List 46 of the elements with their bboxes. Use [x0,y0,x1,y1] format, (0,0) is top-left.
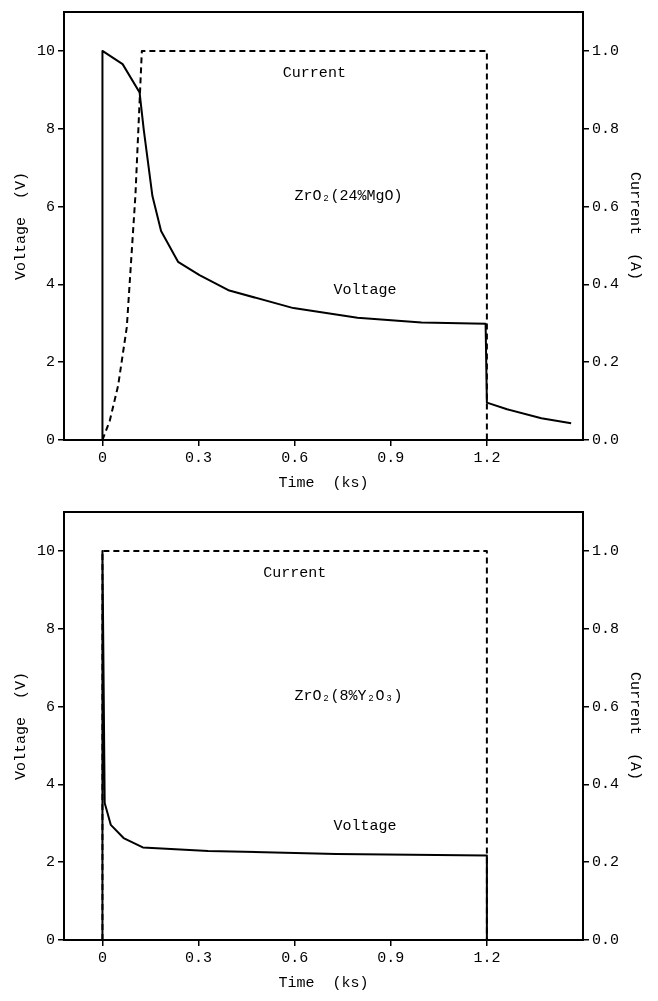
x-tick-label: 0 [97,449,107,467]
y-tick-label: 2 [45,854,55,872]
series-label: Current [282,64,346,82]
y2-tick-label: 0.6 [592,198,620,216]
x-tick-label: 1.2 [473,449,501,467]
y2-tick-label: 0.4 [592,776,620,794]
x-tick-label: 1.2 [473,949,501,967]
series-label: Current [263,564,327,582]
y-tick-label: 10 [36,42,55,60]
y2-tick-label: 0.2 [592,854,620,872]
x-tick-label: 0.6 [281,449,309,467]
y-tick-label: 8 [45,120,55,138]
y-tick-label: 10 [36,542,55,560]
y2-axis-title: Current (A) [626,171,644,281]
annotation: ZrO₂(24%MgO) [294,188,403,206]
y-tick-label: 6 [45,698,55,716]
y2-tick-label: 0.8 [592,120,620,138]
x-tick-label: 0.9 [377,949,405,967]
x-axis-title: Time (ks) [278,974,369,992]
y-tick-label: 2 [45,354,55,372]
y2-tick-label: 0.4 [592,276,620,294]
y2-tick-label: 1.0 [592,42,620,60]
y-tick-label: 6 [45,198,55,216]
y2-tick-label: 0.0 [592,931,620,949]
y2-tick-label: 0.0 [592,431,620,449]
x-axis-title: Time (ks) [278,474,369,492]
x-tick-label: 0.3 [185,949,213,967]
y-tick-label: 4 [45,276,55,294]
y-tick-label: 0 [45,931,55,949]
y-axis-title: Voltage (V) [12,171,30,281]
y2-tick-label: 0.8 [592,620,620,638]
y-tick-label: 8 [45,620,55,638]
x-tick-label: 0.3 [185,449,213,467]
y2-tick-label: 0.6 [592,698,620,716]
x-tick-label: 0.6 [281,949,309,967]
y-tick-label: 0 [45,431,55,449]
y2-tick-label: 1.0 [592,542,620,560]
series-label: Voltage [333,282,397,300]
series-label: Voltage [333,818,397,836]
y2-tick-label: 0.2 [592,354,620,372]
x-tick-label: 0.9 [377,449,405,467]
y-axis-title: Voltage (V) [12,671,30,781]
y2-axis-title: Current (A) [626,671,644,781]
annotation: ZrO₂(8%Y₂O₃) [294,688,403,706]
y-tick-label: 4 [45,776,55,794]
x-tick-label: 0 [97,949,107,967]
